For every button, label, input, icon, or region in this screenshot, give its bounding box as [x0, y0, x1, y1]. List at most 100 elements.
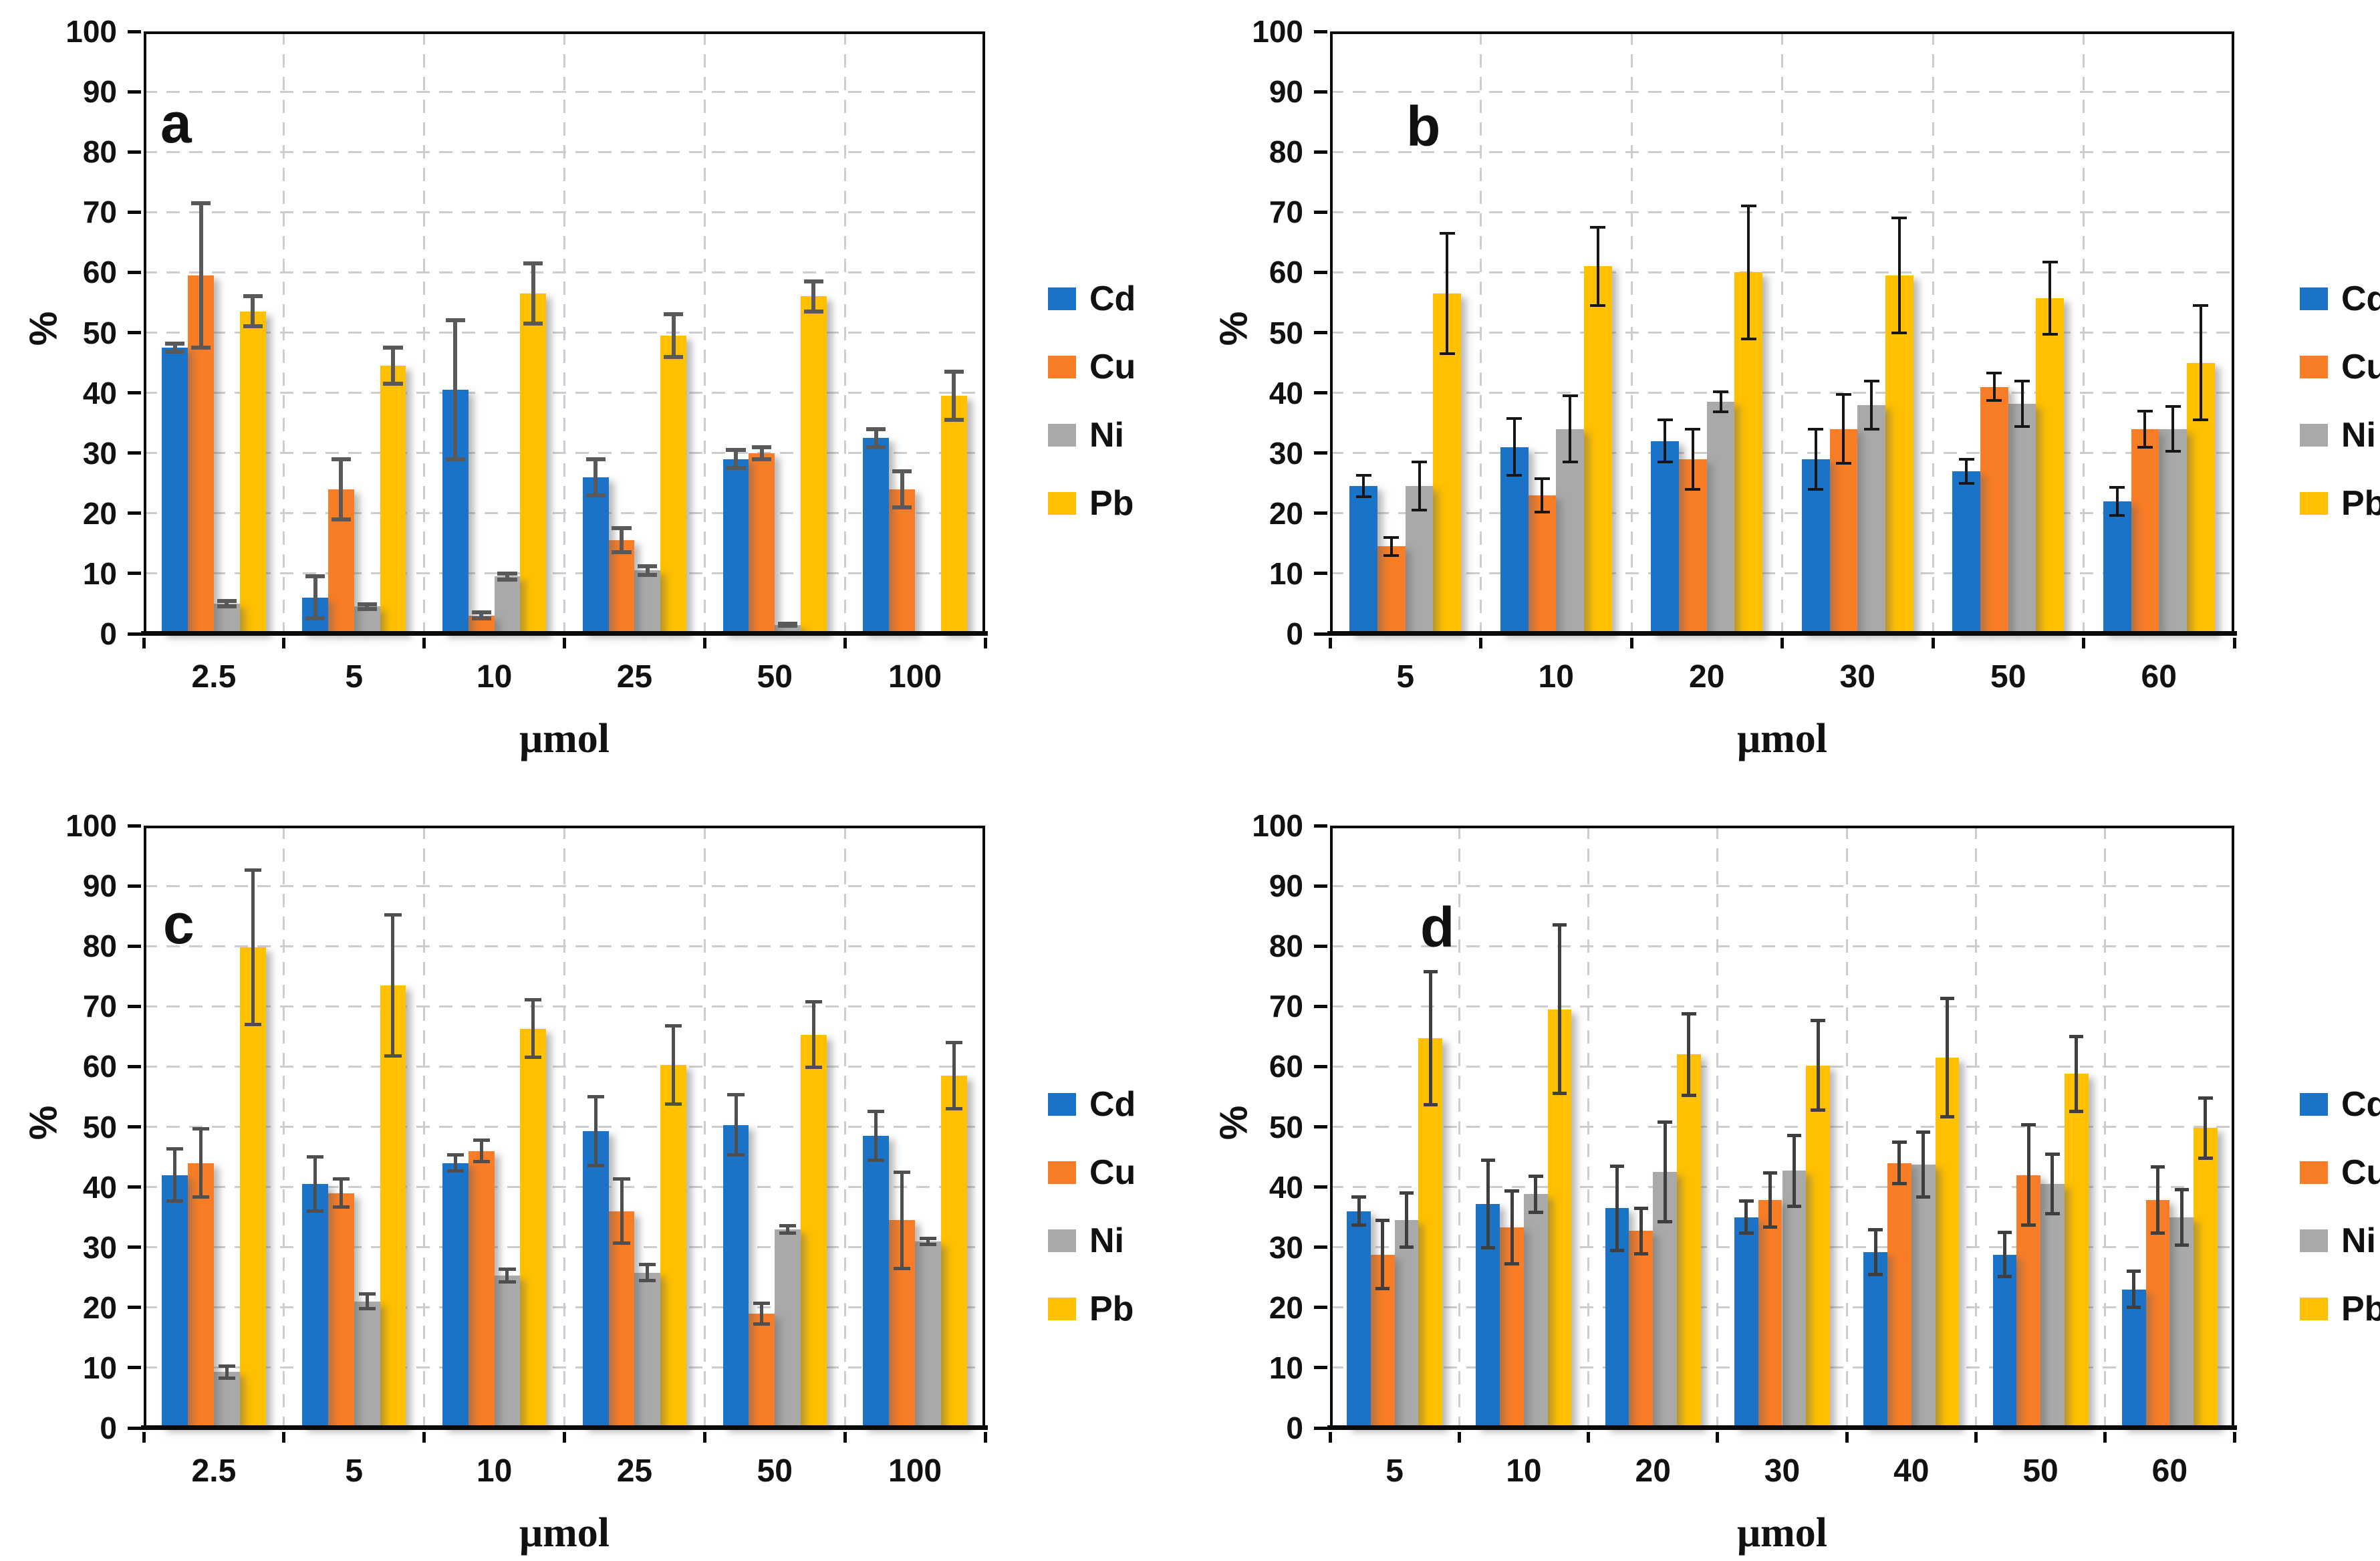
- legend-item-Pb: Pb: [2300, 1292, 2380, 1326]
- bar-Cu: [749, 453, 775, 634]
- error-bar-cap: [332, 1205, 350, 1209]
- y-tick-label: 70: [82, 989, 117, 1024]
- panel-letter: c: [163, 892, 194, 955]
- y-tick: [128, 150, 141, 154]
- error-bar: [2143, 410, 2147, 447]
- error-bar-cap: [2045, 1153, 2060, 1157]
- x-tick: [282, 1432, 286, 1443]
- legend-swatch-Ni: [1048, 424, 1076, 447]
- y-tick-label: 100: [1252, 808, 1303, 843]
- legend-item-Cd: Cd: [1048, 1087, 1136, 1122]
- error-bar: [1897, 218, 1901, 333]
- error-bar: [1945, 998, 1949, 1117]
- bar-Cu: [749, 1313, 775, 1428]
- v-gridline: [1458, 826, 1460, 1428]
- error-bar: [1558, 925, 1562, 1094]
- error-bar-cap: [664, 354, 684, 359]
- error-bar-cap: [473, 1138, 490, 1142]
- error-bar-cap: [1762, 1171, 1778, 1175]
- v-gridline: [2083, 31, 2085, 634]
- error-bar-cap: [639, 1263, 656, 1267]
- x-tick: [563, 638, 566, 648]
- error-bar-cap: [166, 1147, 184, 1151]
- legend-swatch-Cu: [1048, 356, 1076, 378]
- legend-swatch-Ni: [2300, 424, 2328, 447]
- legend-swatch-Cd: [2300, 1093, 2328, 1116]
- bar-Ni: [494, 1276, 521, 1428]
- error-bar: [1744, 1201, 1748, 1233]
- error-bar-cap: [523, 321, 543, 326]
- error-bar: [2155, 1167, 2159, 1233]
- v-gridline: [1587, 826, 1590, 1428]
- x-tick: [1931, 638, 1935, 648]
- legend-label: Pb: [2341, 484, 2380, 523]
- legend-swatch-Cd: [2300, 287, 2328, 310]
- error-bar-cap: [1740, 205, 1756, 208]
- error-bar-cap: [383, 346, 403, 350]
- x-axis-line: [141, 631, 988, 636]
- error-bar-cap: [2174, 1243, 2189, 1247]
- error-bar-cap: [1863, 379, 1879, 382]
- x-tick: [1974, 1432, 1978, 1443]
- error-bar-cap: [612, 550, 632, 555]
- error-bar-cap: [638, 564, 658, 569]
- x-tick: [1587, 1432, 1591, 1443]
- bar-Cu: [889, 489, 916, 634]
- error-bar: [926, 1238, 930, 1245]
- v-gridline: [283, 31, 285, 634]
- error-bar-cap: [1552, 923, 1567, 927]
- y-tick-label: 100: [65, 14, 117, 49]
- v-gridline: [423, 826, 426, 1428]
- error-bar-cap: [446, 1169, 464, 1173]
- legend-item-Cu: Cu: [1048, 1155, 1136, 1190]
- error-bar-cap: [1658, 1120, 1672, 1124]
- error-bar-cap: [2137, 409, 2153, 412]
- error-bar-cap: [1868, 1272, 1883, 1276]
- x-tick-label: 60: [2141, 659, 2177, 695]
- y-tick-label: 80: [82, 929, 117, 964]
- x-tick: [2103, 1432, 2107, 1443]
- legend-label: Cu: [2341, 348, 2380, 386]
- error-bar: [1747, 206, 1750, 339]
- y-tick-label: 40: [1269, 1169, 1303, 1205]
- y-tick-label: 30: [1269, 1229, 1303, 1265]
- error-bar-cap: [1986, 371, 2002, 374]
- error-bar-cap: [244, 868, 261, 872]
- legend-label: Pb: [1089, 484, 1134, 523]
- x-tick: [422, 638, 426, 648]
- error-bar: [593, 1096, 598, 1166]
- error-bar-cap: [2045, 1211, 2060, 1215]
- error-bar-cap: [2150, 1231, 2165, 1235]
- error-bar-cap: [1713, 410, 1729, 414]
- error-bar-cap: [2193, 418, 2209, 422]
- error-bar-cap: [1529, 1210, 1543, 1214]
- error-bar: [874, 429, 878, 447]
- bar-Cd: [2103, 501, 2131, 634]
- error-bar: [365, 1294, 369, 1309]
- x-axis-line: [1327, 1425, 2237, 1430]
- error-bar-cap: [587, 1163, 604, 1167]
- x-tick: [2082, 638, 2085, 648]
- bar-Pb: [660, 1064, 687, 1428]
- y-tick-label: 100: [1252, 14, 1303, 49]
- bar-Pb: [520, 1028, 547, 1428]
- legend-label: Ni: [2341, 1221, 2376, 1260]
- y-tick-label: 50: [82, 315, 117, 350]
- error-bar-cap: [612, 526, 632, 531]
- error-bar-cap: [1609, 1248, 1625, 1252]
- x-tick: [142, 1432, 146, 1443]
- y-tick: [128, 944, 141, 948]
- error-bar-cap: [1504, 1189, 1519, 1193]
- error-bar-cap: [2021, 1223, 2036, 1227]
- x-tick-label: 5: [345, 659, 364, 695]
- y-tick-label: 10: [1269, 1350, 1303, 1385]
- error-bar-cap: [2069, 1034, 2084, 1038]
- error-bar-cap: [499, 1267, 516, 1271]
- error-bar: [1691, 429, 1694, 489]
- error-bar-cap: [1863, 427, 1879, 431]
- v-gridline: [423, 31, 426, 634]
- error-bar-cap: [892, 505, 912, 509]
- y-tick-label: 70: [1269, 195, 1303, 230]
- y-tick: [128, 331, 141, 334]
- x-tick: [983, 638, 987, 648]
